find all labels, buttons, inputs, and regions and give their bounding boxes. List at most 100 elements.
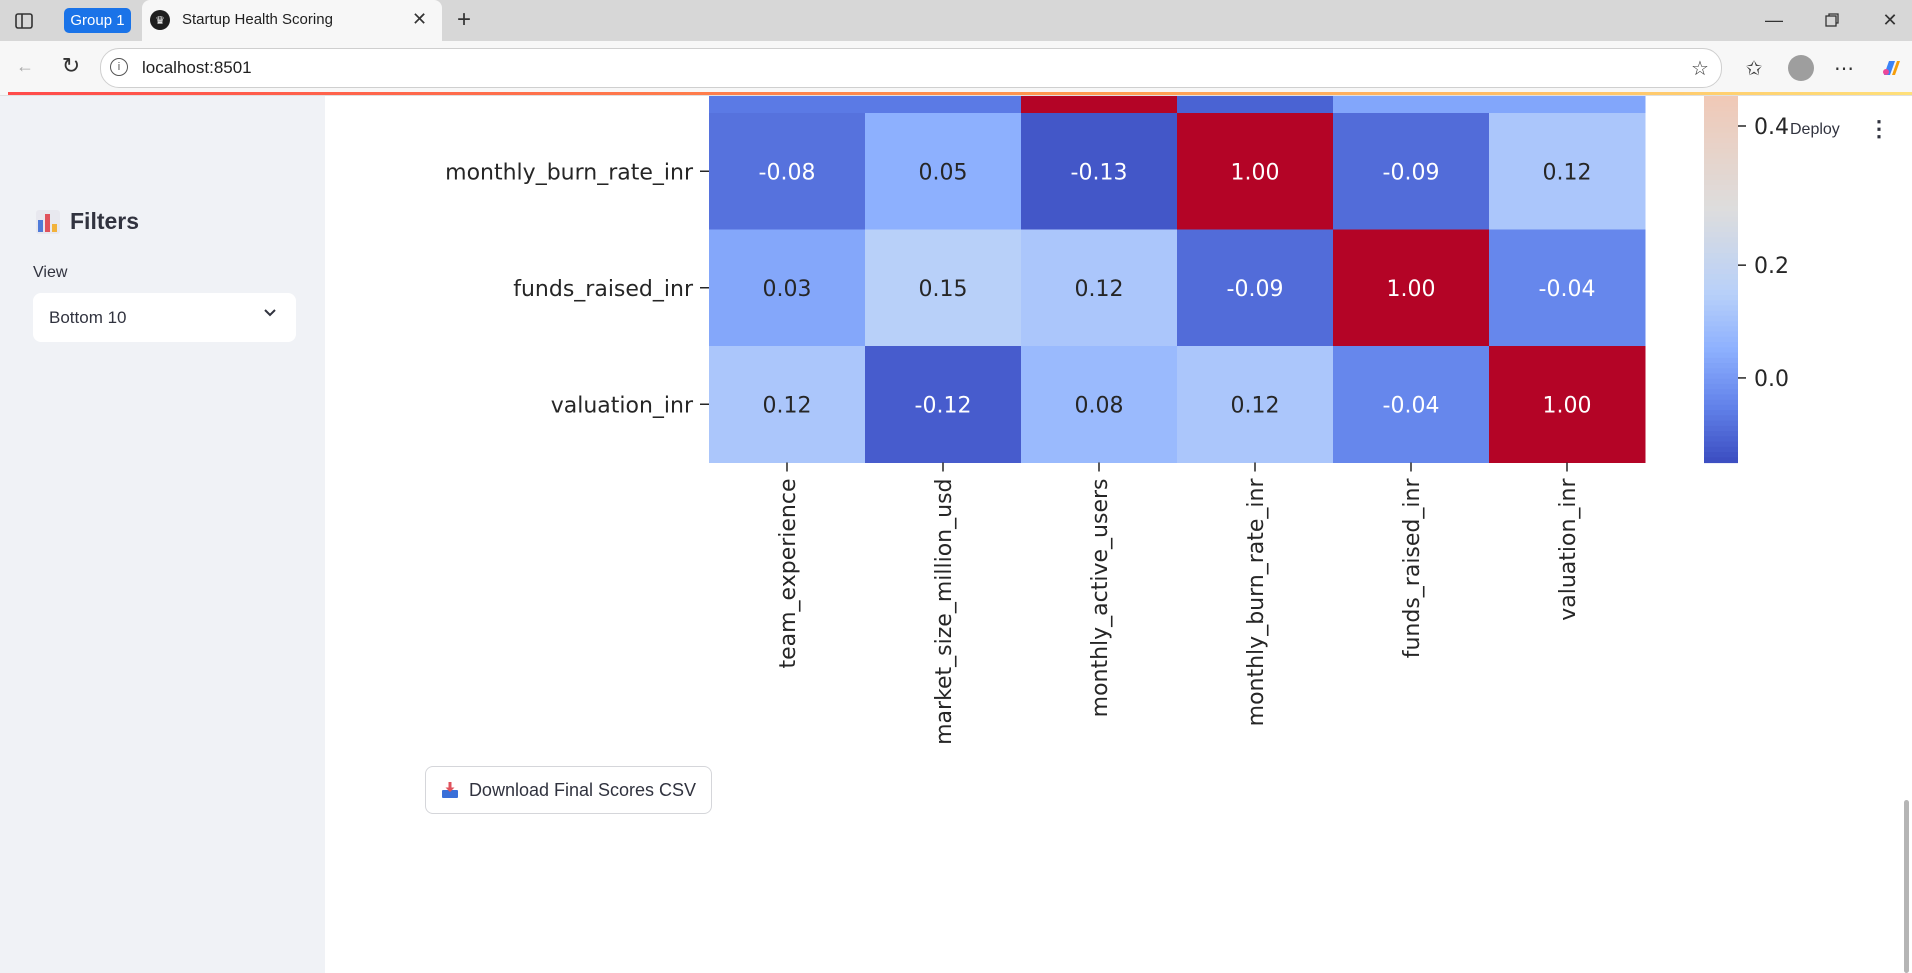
colorbar-segment	[1704, 164, 1738, 170]
new-tab-icon[interactable]: +	[456, 6, 471, 33]
heatmap-cell-label: 0.08	[1075, 393, 1124, 418]
colorbar-segment	[1704, 195, 1738, 202]
heatmap-cell-partial	[1489, 96, 1646, 113]
heatmap-cell	[709, 113, 866, 230]
colorbar-segment	[1704, 415, 1738, 422]
address-bar[interactable]	[100, 48, 1722, 88]
colorbar-segment	[1704, 153, 1738, 160]
favorites-icon[interactable]: ✩	[1745, 57, 1763, 80]
colorbar-segment	[1704, 263, 1738, 270]
tab-group-label[interactable]: Group 1	[64, 8, 131, 33]
filters-heading: Filters	[36, 208, 139, 235]
heatmap-cell-label: -0.04	[1383, 393, 1440, 418]
colorbar-segment	[1704, 315, 1738, 322]
colorbar-segment	[1704, 420, 1738, 427]
colorbar-tick-label: 0.0	[1754, 367, 1789, 392]
tab-title: Startup Health Scoring	[182, 11, 333, 28]
colorbar-segment	[1704, 242, 1738, 249]
chevron-down-icon[interactable]	[262, 304, 278, 325]
column-label: monthly_burn_rate_inr	[1244, 478, 1269, 727]
heatmap-cell	[1489, 346, 1646, 463]
colorbar-segment	[1704, 174, 1738, 181]
download-csv-label: Download Final Scores CSV	[468, 779, 697, 800]
heatmap-cell-partial	[709, 96, 866, 113]
colorbar-segment	[1704, 352, 1738, 359]
copilot-icon[interactable]	[1878, 55, 1904, 81]
row-label: valuation_inr	[551, 393, 694, 418]
colorbar-segment	[1704, 122, 1738, 129]
bookmark-star-icon[interactable]: ☆	[1691, 57, 1709, 80]
download-csv-button[interactable]: Download Final Scores CSV	[425, 766, 712, 814]
profile-avatar[interactable]	[1788, 55, 1814, 81]
heatmap-cell-label: 1.00	[1231, 160, 1280, 185]
view-select-value[interactable]: Bottom 10	[49, 308, 127, 327]
back-icon[interactable]: ←	[16, 55, 34, 76]
heatmap-cell	[1021, 229, 1178, 347]
colorbar-segment	[1704, 300, 1738, 307]
heatmap-cell-label: -0.04	[1539, 277, 1596, 302]
colorbar-segment	[1704, 226, 1738, 233]
colorbar-segment	[1704, 378, 1738, 385]
colorbar-segment	[1704, 169, 1738, 176]
colorbar-segment	[1704, 368, 1738, 375]
heatmap-cell-partial	[1021, 96, 1178, 113]
colorbar-segment	[1704, 326, 1738, 333]
column-label: monthly_active_users	[1088, 479, 1113, 718]
heatmap-cell	[1177, 229, 1334, 347]
tab-startup-health[interactable]	[142, 0, 442, 41]
heatmap-cell	[1333, 346, 1490, 463]
colorbar-segment	[1704, 179, 1738, 186]
streamlit-crown-icon: ♛	[150, 10, 170, 30]
heatmap-cell-label: 0.12	[1231, 393, 1280, 418]
deploy-button[interactable]: Deploy	[1790, 121, 1840, 138]
heatmap-cell-label: 1.00	[1387, 277, 1436, 302]
more-options-icon[interactable]: ⋯	[1834, 57, 1854, 80]
colorbar-segment	[1704, 431, 1738, 437]
url-text[interactable]: localhost:8501	[142, 58, 252, 77]
heatmap-cell-label: 0.15	[919, 277, 968, 302]
page-scrollbar[interactable]	[1904, 800, 1909, 973]
heatmap-cell	[709, 229, 866, 347]
close-window-icon[interactable]: ✕	[1882, 9, 1898, 30]
sidebar-toggle-icon[interactable]	[12, 9, 36, 33]
heatmap-cell-label: -0.08	[759, 160, 816, 185]
minimize-icon[interactable]: —	[1765, 9, 1783, 30]
colorbar-segment	[1704, 158, 1738, 165]
reload-icon[interactable]: ↻	[61, 53, 81, 78]
colorbar-segment	[1704, 373, 1738, 380]
colorbar-segment	[1704, 143, 1738, 149]
column-label: valuation_inr	[1556, 478, 1581, 621]
colorbar-segment	[1704, 347, 1738, 354]
heatmap-cell-label: -0.12	[915, 393, 972, 418]
colorbar-segment	[1704, 394, 1738, 401]
colorbar-segment	[1704, 294, 1738, 301]
view-select[interactable]	[33, 293, 296, 342]
row-label: monthly_burn_rate_inr	[445, 160, 694, 185]
colorbar-segment	[1704, 148, 1738, 155]
site-info-icon[interactable]: i	[110, 58, 128, 76]
colorbar-segment	[1704, 321, 1738, 327]
heatmap-cell-label: 1.00	[1543, 393, 1592, 418]
colorbar-segment	[1704, 127, 1738, 134]
colorbar-tick-label: 0.4	[1754, 115, 1789, 140]
column-label: funds_raised_inr	[1400, 478, 1425, 659]
heatmap-cell	[1333, 229, 1490, 347]
heatmap-cell-label: 0.05	[919, 160, 968, 185]
colorbar-tick-label: 0.2	[1754, 254, 1789, 279]
column-label: market_size_million_usd	[932, 479, 957, 745]
colorbar-segment	[1704, 279, 1738, 286]
heatmap-cell	[1021, 346, 1178, 463]
colorbar-segment	[1704, 446, 1738, 453]
colorbar-segment	[1704, 253, 1738, 259]
restore-icon[interactable]	[1820, 8, 1844, 32]
heatmap-cell-label: -0.09	[1383, 160, 1440, 185]
heatmap-cell-label: 0.03	[763, 277, 812, 302]
close-tab-icon[interactable]: ✕	[412, 9, 428, 29]
heatmap-cell-partial	[865, 96, 1022, 113]
heatmap-cell-label: 0.12	[1075, 277, 1124, 302]
row-label: funds_raised_inr	[513, 277, 694, 302]
colorbar-segment	[1704, 404, 1738, 411]
main-menu-icon[interactable]: ⋮	[1868, 116, 1890, 141]
heatmap-cell	[1177, 113, 1334, 230]
colorbar-segment	[1704, 331, 1738, 338]
